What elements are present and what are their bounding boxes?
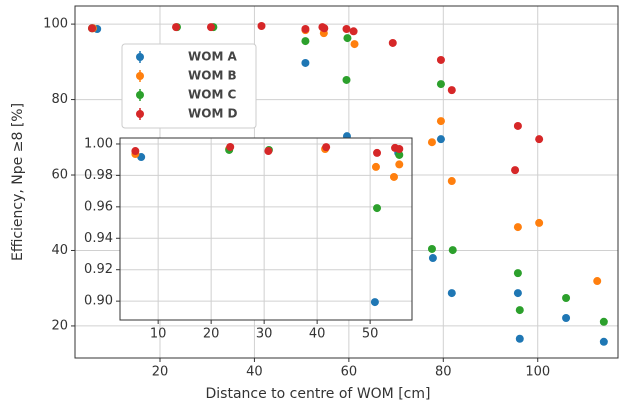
x-axis-label: Distance to centre of WOM [cm] — [206, 386, 431, 402]
data-point — [320, 24, 329, 33]
legend-label: WOM D — [188, 107, 238, 121]
data-point — [447, 177, 456, 186]
data-point — [562, 314, 571, 323]
data-point — [349, 27, 358, 36]
y-tick-label: 40 — [51, 243, 68, 258]
data-point — [342, 75, 351, 84]
data-point — [535, 135, 544, 144]
data-point — [342, 25, 351, 34]
y-tick-label: 20 — [51, 318, 68, 333]
data-point — [599, 337, 608, 346]
data-point — [513, 269, 522, 278]
y-tick-label: 100 — [43, 17, 68, 32]
x-tick-label: 20 — [203, 327, 220, 342]
data-point — [301, 37, 310, 46]
data-point — [562, 294, 571, 303]
x-tick-label: 60 — [341, 365, 358, 380]
legend-marker — [136, 110, 144, 118]
data-point — [373, 148, 382, 157]
data-point — [395, 145, 404, 154]
x-tick-label: 30 — [256, 327, 273, 342]
data-point — [593, 277, 602, 286]
data-point — [371, 162, 380, 171]
data-point — [257, 21, 266, 30]
x-tick-label: 100 — [525, 365, 550, 380]
plot-area — [120, 138, 412, 320]
legend-marker — [136, 53, 144, 61]
data-point — [513, 289, 522, 298]
data-point — [322, 143, 331, 152]
data-point — [87, 24, 96, 33]
legend-label: WOM A — [188, 50, 238, 64]
data-point — [513, 121, 522, 130]
data-point — [436, 117, 445, 126]
data-point — [436, 55, 445, 64]
data-point — [515, 334, 524, 343]
y-tick-label: 0.90 — [84, 294, 113, 309]
x-tick-label: 40 — [246, 365, 263, 380]
data-point — [436, 135, 445, 144]
legend-label: WOM C — [188, 88, 237, 102]
x-tick-label: 40 — [309, 327, 326, 342]
x-tick-label: 10 — [150, 327, 167, 342]
data-point — [373, 204, 382, 213]
legend-marker — [136, 72, 144, 80]
y-tick-label: 0.94 — [84, 231, 113, 246]
data-point — [388, 38, 397, 47]
data-point — [511, 166, 520, 175]
data-point — [599, 317, 608, 326]
y-tick-label: 1.00 — [84, 136, 113, 151]
plot-frame — [74, 5, 619, 359]
data-point — [301, 58, 310, 67]
data-point — [350, 40, 359, 49]
y-tick-label: 0.98 — [84, 168, 113, 183]
y-tick-label: 0.96 — [84, 199, 113, 214]
data-point — [395, 150, 404, 159]
data-point — [206, 23, 215, 32]
data-point — [389, 172, 398, 181]
data-point — [301, 25, 310, 34]
legend-box — [121, 43, 257, 129]
y-tick-label: 80 — [51, 92, 68, 107]
data-point — [172, 23, 181, 32]
data-point — [535, 218, 544, 227]
data-point — [447, 289, 456, 298]
x-tick-label: 80 — [435, 365, 452, 380]
data-point — [427, 244, 436, 253]
data-point — [226, 142, 235, 151]
data-point — [447, 86, 456, 95]
data-point — [264, 147, 273, 156]
data-point — [513, 223, 522, 232]
x-tick-label: 20 — [152, 365, 169, 380]
data-point — [448, 246, 457, 255]
x-tick-label: 50 — [362, 327, 379, 342]
y-tick-label: 0.92 — [84, 262, 113, 277]
data-point — [515, 306, 524, 315]
data-point — [427, 138, 436, 147]
data-point — [436, 80, 445, 89]
data-point — [370, 298, 379, 307]
data-point — [343, 34, 352, 43]
y-tick-label: 60 — [51, 168, 68, 183]
legend-marker — [136, 91, 144, 99]
y-axis-label: Efficiency, Npe ≥8 [%] — [10, 103, 26, 261]
legend-label: WOM B — [188, 69, 237, 83]
data-point — [395, 160, 404, 169]
data-point — [131, 147, 140, 156]
data-point — [428, 254, 437, 263]
plot-frame — [119, 137, 413, 321]
